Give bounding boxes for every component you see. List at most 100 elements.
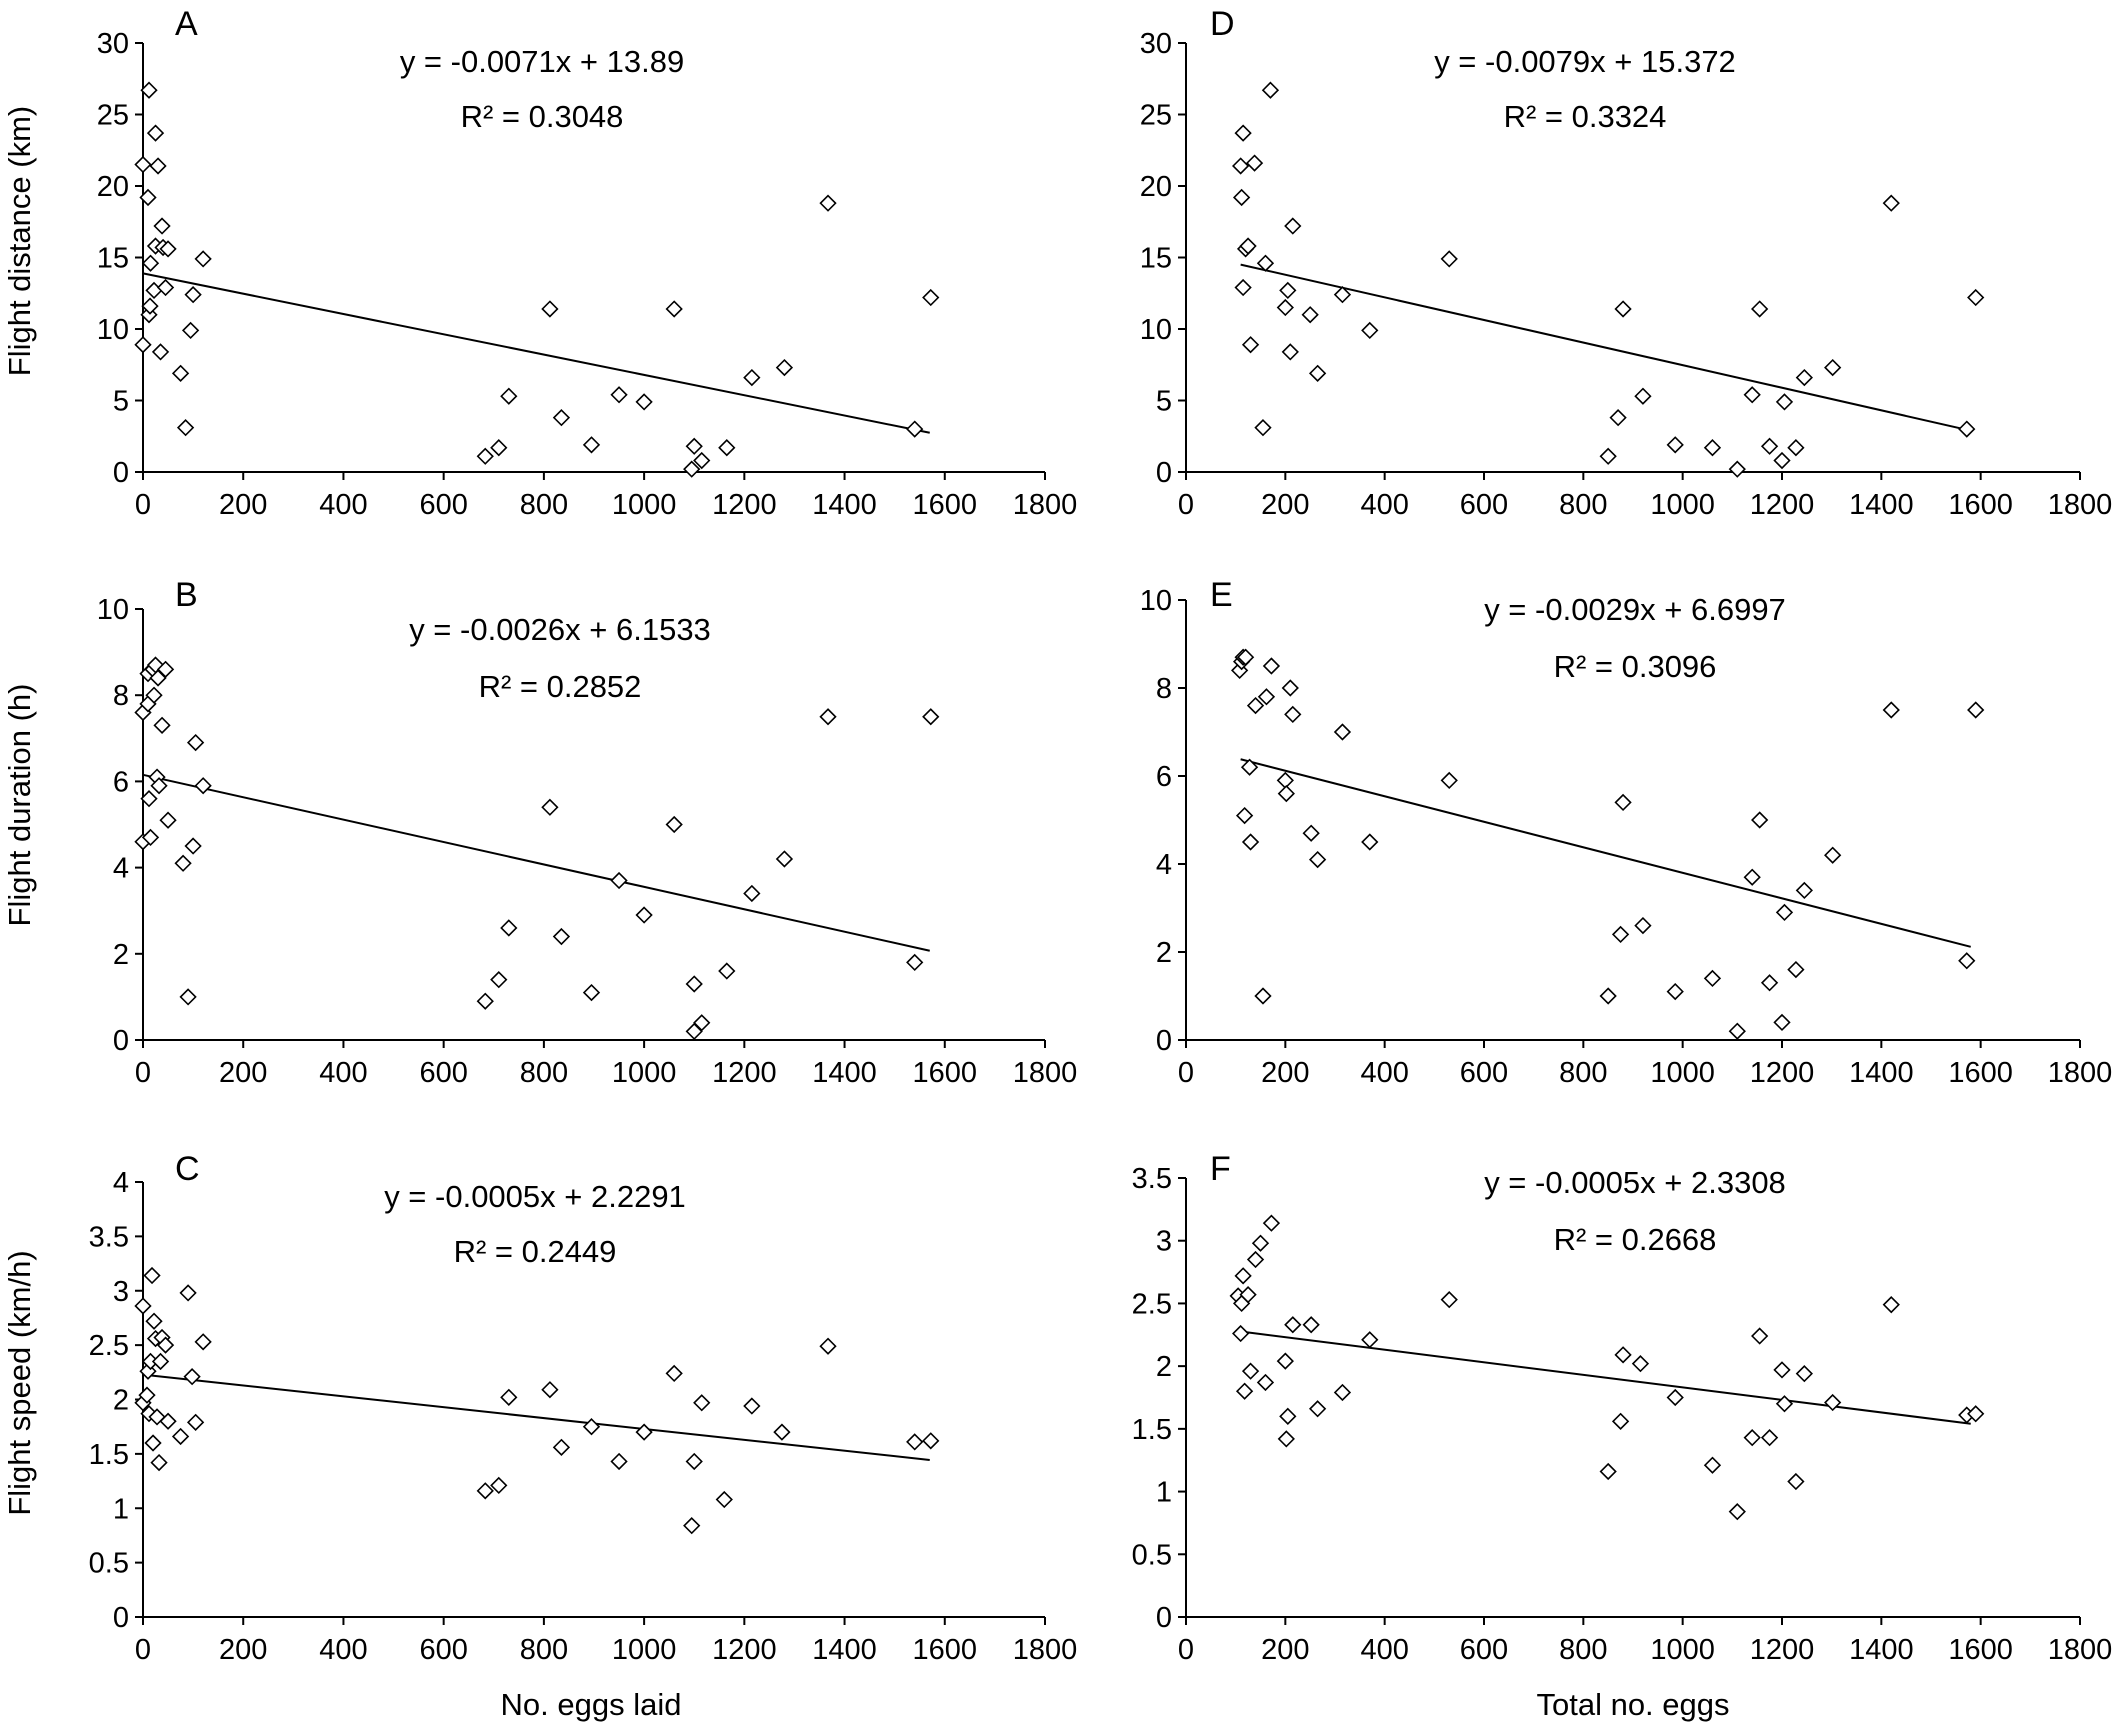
trendline [142,773,930,952]
data-point [134,336,152,354]
panel-d: 0 5 10 15 20 25 30 0 200 400 600 800 1000 1200 1400 160… [1140,5,2113,521]
data-point [1958,952,1976,970]
data-point [1666,1388,1684,1407]
y-tick-label: 3 [113,1276,129,1308]
data-point [1254,419,1272,437]
panel-letter: A [175,5,198,43]
data-point [1232,188,1251,207]
regression-equation: y = -0.0026x + 6.1533 [409,612,711,647]
data-point [150,777,168,795]
data-point [1666,436,1684,454]
trendline [1240,1330,1971,1425]
data-point [1775,1395,1794,1413]
data-point [1239,1286,1257,1304]
data-point [1302,1316,1320,1334]
data-point [159,811,177,829]
x-tick-label: 1800 [2048,1057,2113,1089]
x-tick-label: 200 [219,1057,267,1089]
data-point [141,254,160,272]
data-point [635,393,653,411]
r-squared-label: R² = 0.2852 [479,669,642,704]
data-point [1773,1013,1791,1032]
x-tick-label: 1400 [812,489,877,521]
x-tick-label: 200 [1261,1057,1309,1089]
data-point [140,790,158,808]
data-point [1361,833,1379,851]
y-tick-label: 1 [1156,1477,1172,1509]
y-axis-title-row1: Flight distance (km) [2,106,37,376]
data-point [1609,409,1627,427]
regression-equation: y = -0.0005x + 2.3308 [1484,1165,1786,1200]
regression-equation: y = -0.0071x + 13.89 [400,44,684,79]
x-tick-label: 0 [1178,1634,1194,1666]
r-squared-label: R² = 0.3324 [1504,99,1667,134]
data-point [1284,1316,1302,1334]
data-point [1279,1407,1297,1425]
x-tick-label: 600 [1460,489,1508,521]
data-point [1599,447,1617,465]
data-point [773,1423,791,1441]
y-tick-label: 4 [113,853,129,885]
data-point [1308,364,1327,382]
data-point [490,1476,508,1495]
data-point [500,1388,518,1406]
data-point [922,708,940,726]
panel-b: 0 2 4 6 8 10 0 200 400 600 800 1000 1200 1400 1600 1800… [97,576,1078,1089]
data-point [1773,451,1791,470]
y-tick-label: 10 [1140,585,1172,617]
data-point [1245,154,1264,172]
data-point [718,962,736,980]
data-point [1276,298,1294,317]
data-point [693,451,711,470]
data-point [1262,657,1281,675]
y-tick-label: 20 [1140,171,1172,203]
x-tick-label: 1000 [1650,1057,1715,1089]
y-tick-label: 0.5 [89,1548,129,1580]
data-point [1614,1346,1632,1364]
data-point [139,188,157,207]
data-point [819,708,837,726]
data-point [1440,771,1458,790]
data-point [1284,705,1302,724]
x-tick-label: 800 [520,1634,568,1666]
data-point [819,194,837,212]
data-point [1361,1331,1379,1349]
regression-equation: y = -0.0005x + 2.2291 [384,1179,686,1214]
data-point [1281,343,1299,361]
x-tick-label: 1200 [712,1634,777,1666]
x-axis-title-right: Total no. eggs [1536,1687,1729,1722]
data-point [1751,811,1769,829]
data-point [194,777,212,795]
data-point [490,971,508,989]
data-point [1239,237,1257,255]
data-point [183,1368,201,1386]
x-tick-label: 0 [135,1057,151,1089]
y-tick-label: 5 [1156,386,1172,418]
data-point [1631,1355,1650,1373]
data-point [1634,387,1652,405]
y-tick-label: 1.5 [89,1439,129,1471]
data-point [743,368,761,387]
data-point [151,1352,170,1371]
data-point [1308,850,1327,869]
x-tick-label: 1800 [1013,1634,1078,1666]
x-tick-label: 200 [219,489,267,521]
data-point [718,439,736,457]
data-point [140,81,158,99]
r-squared-label: R² = 0.2449 [454,1234,617,1269]
data-point [1775,903,1794,922]
data-point [1634,916,1652,935]
data-point [683,1517,701,1535]
data-point [541,300,559,318]
data-point [143,1266,161,1285]
x-tick-label: 400 [1360,1057,1408,1089]
data-point [1795,368,1813,387]
data-point [146,124,165,142]
data-point [1728,1503,1746,1521]
data-point [1234,278,1252,297]
data-point [1795,881,1813,900]
data-point [159,240,177,258]
x-tick-label: 400 [319,1057,367,1089]
y-tick-label: 10 [97,594,129,626]
